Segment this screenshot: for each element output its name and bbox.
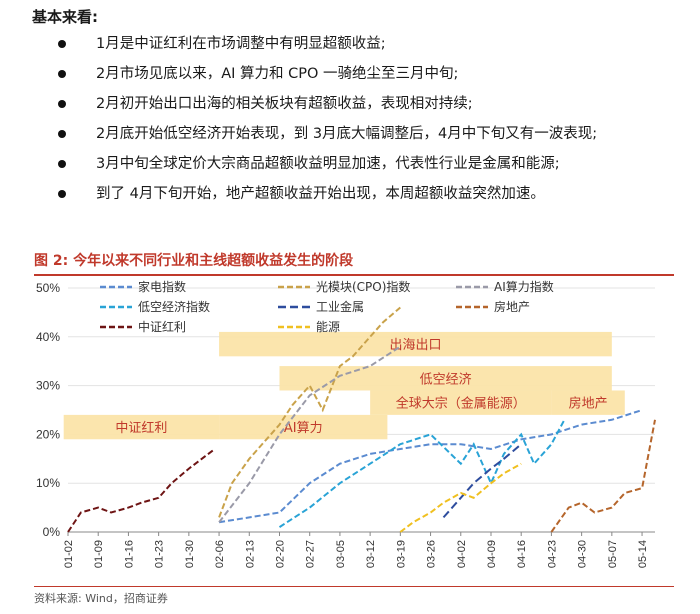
bullet-item: 到了 4月下旬开始，地产超额收益开始出现，本周超额收益突然加速。 [32,185,692,215]
legend-label: 家电指数 [138,279,186,294]
annotation-label: AI算力 [284,421,323,436]
bullet-item: 2月底开始低空经济开始表现，到 3月底大幅调整后，4月中下旬又有一波表现; [32,125,692,155]
legend-label: 房地产 [494,299,530,314]
annotation-label: 全球大宗（金属能源） [396,396,526,412]
y-tick-label: 40% [36,330,60,344]
summary-section: 基本来看: 1月是中证红利在市场调整中有明显超额收益; 2月市场见底以来，AI … [32,6,692,215]
legend-label: 能源 [316,320,340,334]
x-tick-label: 01-16 [123,540,135,568]
x-tick-label: 01-02 [63,540,75,568]
bullet-text: 2月初开始出口出海的相关板块有超额收益，表现相对持续; [96,96,473,112]
legend-label: AI算力指数 [494,279,554,294]
legend-label: 中证红利 [138,319,186,334]
x-tick-label: 04-30 [577,540,589,568]
source-note: 资料来源: Wind，招商证券 [34,592,168,605]
bullet-item: 1月是中证红利在市场调整中有明显超额收益; [32,35,692,65]
line-chart: 0% 10% 20% 30% 40% 50% 01-02 01-09 01-16 01-23 01-… [36,279,656,568]
x-tick-label: 03-05 [335,540,347,568]
x-tick-label: 04-02 [456,540,468,568]
series-line [442,443,522,519]
x-tick-label: 01-23 [154,540,166,568]
annotation-band [63,414,220,440]
y-tick-label: 50% [36,281,60,295]
bullet-item: 2月市场见底以来，AI 算力和 CPO 一骑绝尘至三月中旬; [32,65,692,95]
x-tick-label: 04-09 [486,540,498,568]
series-line [218,409,643,524]
summary-title: 基本来看: [32,8,98,26]
bullet-dot-icon [58,190,66,198]
bullet-text: 2月底开始低空经济开始表现，到 3月底大幅调整后，4月中下旬又有一波表现; [96,126,598,142]
annotation-band [551,390,625,415]
legend-label: 低空经济指数 [138,299,210,314]
x-tick-label: 05-07 [607,540,619,568]
annotation-band [370,390,552,415]
y-tick-label: 10% [36,476,60,490]
x-tick-label: 01-30 [184,540,196,568]
y-tick-label: 0% [43,525,61,539]
figure-divider [34,586,674,587]
x-tick-label: 02-13 [244,540,256,568]
bullet-text: 3月中旬全球定价大宗商品超额收益明显加速，代表性行业是金属和能源; [96,156,560,172]
annotation-label: 低空经济 [420,372,472,387]
bullet-item: 2月初开始出口出海的相关板块有超额收益，表现相对持续; [32,95,692,125]
y-tick-label: 20% [36,427,60,441]
x-tick-label: 03-26 [426,540,438,568]
bullet-dot-icon [58,40,66,48]
legend-label: 工业金属 [316,299,364,314]
annotation-band [219,414,388,440]
bullet-dot-icon [58,100,66,108]
x-tick-label: 04-16 [516,540,528,568]
x-tick-label: 04-23 [546,540,558,568]
annotation-label: 出海出口 [389,338,441,353]
x-tick-label: 02-06 [214,540,226,568]
bullet-dot-icon [58,160,66,168]
bullet-item: 3月中旬全球定价大宗商品超额收益明显加速，代表性行业是金属和能源; [32,155,692,185]
figure-title: 图 2: 今年以来不同行业和主线超额收益发生的阶段 [34,250,674,276]
annotation-label: 房地产 [569,396,608,412]
x-tick-label: 03-12 [365,540,377,568]
y-tick-label: 30% [36,379,60,393]
series-line [278,419,566,528]
x-tick-label: 02-27 [305,540,317,568]
bullet-dot-icon [58,70,66,78]
annotation-label: 中证红利 [115,420,167,436]
x-tick-label: 05-14 [637,540,649,568]
series-line [67,448,216,533]
summary-bullet-list: 1月是中证红利在市场调整中有明显超额收益; 2月市场见底以来，AI 算力和 CP… [32,35,692,215]
annotation-band [219,331,612,357]
legend-label: 光模块(CPO)指数 [316,279,410,294]
bullet-dot-icon [58,130,66,138]
x-tick-label: 01-09 [93,540,105,568]
bullet-text: 2月市场见底以来，AI 算力和 CPO 一骑绝尘至三月中旬; [96,66,459,82]
series-line [399,462,522,533]
series-line [218,306,401,518]
bullet-text: 1月是中证红利在市场调整中有明显超额收益; [96,36,386,52]
annotation-band [279,366,612,391]
x-tick-label: 03-19 [395,540,407,568]
x-tick-label: 02-20 [274,540,286,568]
series-line [218,345,401,523]
bullet-text: 到了 4月下旬开始，地产超额收益开始出现，本周超额收益突然加速。 [96,186,545,202]
series-line [550,419,656,533]
